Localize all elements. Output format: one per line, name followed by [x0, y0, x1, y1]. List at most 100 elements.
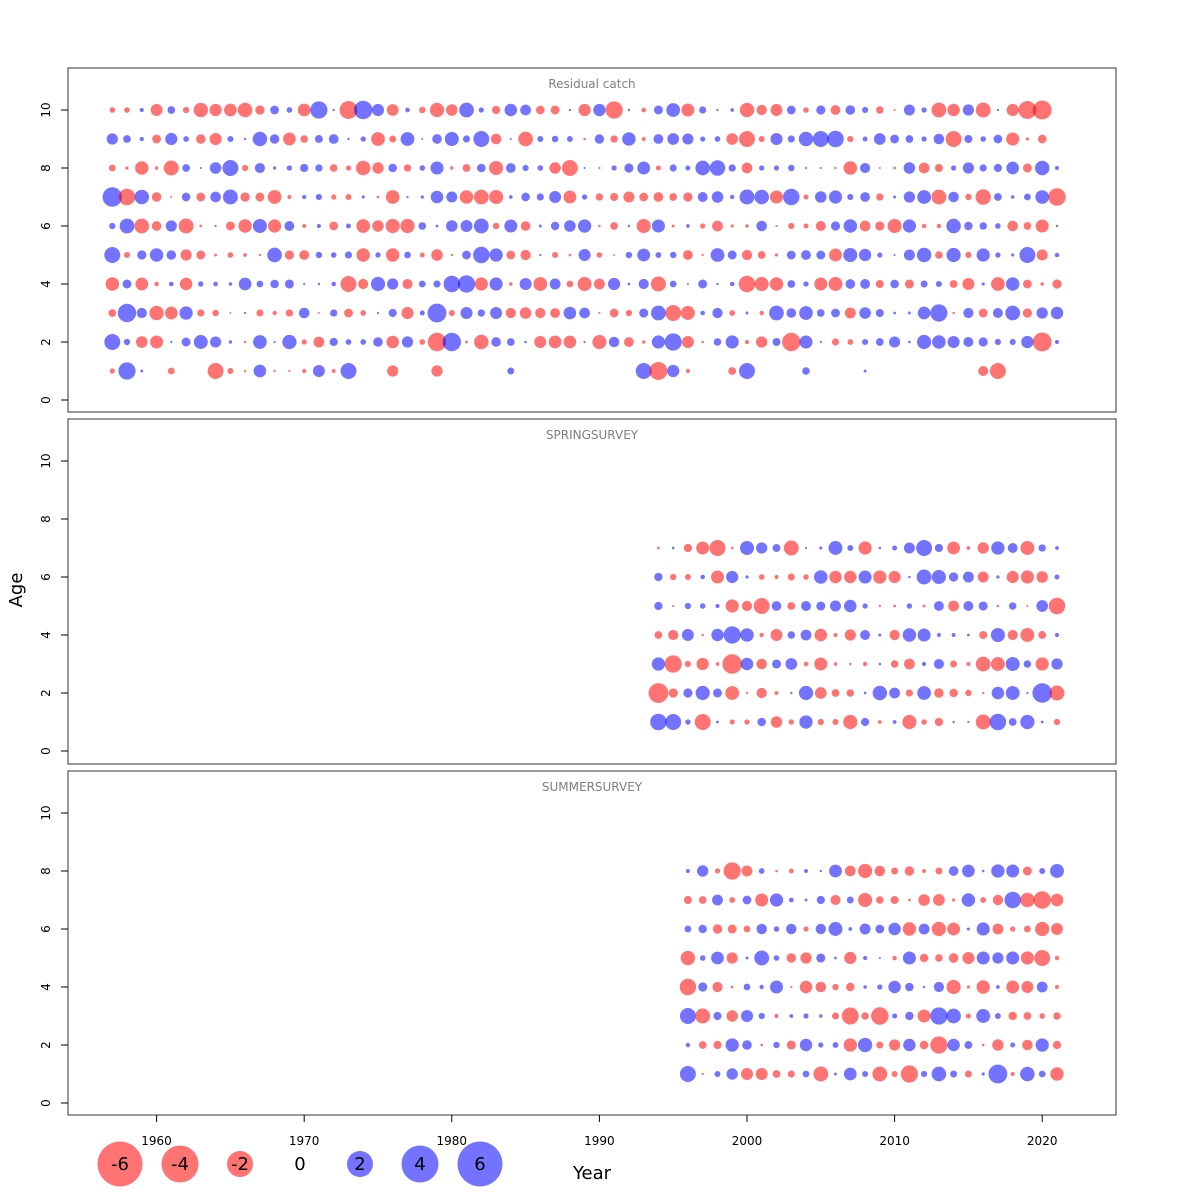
residual-bubble	[698, 896, 707, 904]
residual-bubble	[996, 985, 1000, 989]
residual-bubble	[209, 132, 222, 146]
residual-bubble	[759, 310, 764, 316]
residual-bubble	[1010, 1071, 1015, 1077]
residual-bubble	[372, 220, 384, 232]
residual-bubble	[610, 222, 618, 230]
residual-bubble	[893, 604, 896, 608]
residual-bubble	[1037, 134, 1047, 144]
residual-bubble	[123, 338, 131, 346]
residual-bubble	[358, 278, 369, 290]
residual-bubble	[209, 103, 222, 117]
residual-bubble	[651, 219, 665, 233]
residual-bubble	[1023, 279, 1032, 289]
x-tick-label: 2020	[1027, 1134, 1058, 1148]
residual-bubble	[741, 865, 753, 877]
residual-bubble	[360, 339, 367, 345]
residual-bubble	[625, 251, 633, 259]
residual-bubble	[725, 686, 740, 700]
residual-bubble	[288, 369, 291, 373]
residual-bubble	[134, 218, 150, 234]
residual-bubble	[238, 219, 252, 233]
residual-bubble	[871, 1007, 889, 1025]
residual-bubble	[214, 224, 217, 228]
residual-bubble	[931, 921, 947, 937]
residual-bubble	[548, 335, 562, 349]
residual-bubble	[989, 713, 1007, 731]
residual-bubble	[504, 219, 518, 233]
residual-bubble	[965, 1013, 971, 1019]
residual-bubble	[903, 191, 916, 203]
residual-bubble	[696, 657, 709, 671]
residual-bubble	[446, 220, 458, 232]
residual-bubble	[578, 103, 591, 117]
residual-bubble	[1021, 981, 1034, 993]
residual-bubble	[992, 952, 1004, 964]
residual-bubble	[739, 131, 755, 147]
residual-bubble	[680, 306, 695, 320]
residual-bubble	[936, 633, 941, 637]
residual-bubble	[964, 1070, 972, 1078]
residual-bubble	[1040, 720, 1044, 724]
residual-bubble	[252, 218, 267, 234]
residual-bubble	[701, 1072, 704, 1076]
residual-bubble	[946, 218, 961, 234]
residual-bubble	[1048, 597, 1066, 615]
residual-bubble	[847, 193, 854, 201]
residual-bubble	[729, 310, 736, 316]
residual-bubble	[1019, 247, 1036, 263]
residual-bubble	[904, 866, 915, 876]
residual-bubble	[755, 893, 769, 907]
residual-bubble	[1055, 546, 1059, 550]
residual-bubble	[1054, 252, 1060, 258]
residual-bubble	[137, 250, 147, 260]
residual-bubble	[243, 253, 247, 257]
residual-bubble	[269, 134, 280, 144]
bubbles	[679, 862, 1064, 1084]
residual-bubble	[726, 952, 738, 964]
residual-bubble	[756, 923, 767, 935]
residual-bubble	[830, 894, 841, 906]
residual-bubble	[564, 220, 576, 232]
residual-bubble	[669, 164, 677, 172]
residual-bubble	[917, 306, 931, 320]
residual-bubble	[770, 980, 783, 994]
residual-bubble	[860, 192, 870, 202]
residual-bubble	[1035, 921, 1050, 937]
y-tick-label: 0	[39, 1099, 53, 1107]
residual-bubble	[680, 950, 696, 966]
residual-bubble	[598, 224, 601, 228]
residual-bubble	[770, 629, 783, 641]
residual-bubble	[1050, 306, 1064, 320]
residual-bubble	[1011, 253, 1015, 257]
residual-bubble	[117, 303, 137, 323]
residual-bubble	[1023, 660, 1032, 668]
residual-bubble	[404, 251, 411, 259]
residual-bubble	[258, 253, 262, 257]
residual-bubble	[889, 687, 900, 699]
residual-bubble	[683, 250, 693, 260]
residual-bubble	[716, 282, 719, 286]
residual-bubble	[314, 135, 323, 143]
legend-bubble	[457, 1141, 503, 1187]
legend-label: 2	[354, 1154, 365, 1175]
legend-item: 2	[347, 1151, 373, 1177]
residual-bubble	[474, 334, 489, 350]
residual-bubble	[948, 572, 959, 582]
residual-bubble	[683, 543, 693, 553]
residual-bubble	[889, 1039, 901, 1051]
residual-bubble	[814, 570, 828, 584]
residual-bubble	[892, 1013, 898, 1019]
residual-bubble	[1035, 190, 1050, 204]
residual-bubble	[1022, 308, 1033, 318]
residual-bubble	[478, 107, 484, 113]
x-axis: 1960 1970 1980 1990 2000 2010 2020	[141, 1115, 1057, 1148]
residual-bubble	[873, 133, 886, 145]
residual-bubble	[771, 601, 782, 611]
residual-bubble	[272, 310, 277, 316]
panel-title: Residual catch	[548, 77, 635, 91]
residual-bubble	[787, 1070, 795, 1078]
residual-bubble	[166, 250, 177, 260]
residual-bubble	[888, 980, 901, 994]
residual-bubble	[921, 107, 927, 113]
residual-bubble	[996, 604, 1000, 608]
